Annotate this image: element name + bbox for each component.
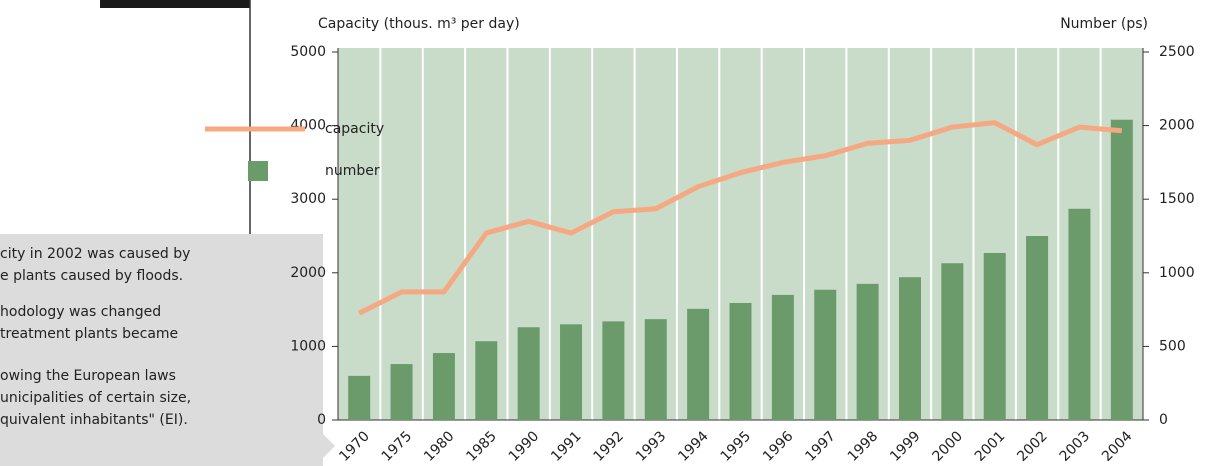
y2-tick-label: 500 <box>1159 338 1186 354</box>
x-tick-label: 1975 <box>379 428 416 465</box>
x-tick-label: 1970 <box>336 428 373 465</box>
note-box <box>0 234 323 466</box>
note-line: hodology was changed <box>0 304 161 320</box>
bar <box>475 341 498 420</box>
x-tick-label: 1990 <box>506 428 543 465</box>
y-tick-label: 3000 <box>290 191 326 207</box>
note-line: treatment plants became <box>0 326 178 342</box>
y2-axis-label: Number (ps) <box>1060 16 1148 32</box>
x-tick-label: 2004 <box>1099 428 1136 465</box>
note-pointer <box>323 434 335 458</box>
line <box>358 120 1123 316</box>
note-line: quivalent inhabitants" (EI). <box>0 412 188 428</box>
y2-tick-label: 2500 <box>1159 44 1195 60</box>
y2-tick-label: 1000 <box>1159 265 1195 281</box>
header-bar <box>100 0 250 8</box>
bar <box>432 353 455 420</box>
bar <box>348 375 371 420</box>
note-line: owing the European laws <box>0 368 176 384</box>
note-line: city in 2002 was caused by <box>0 246 190 262</box>
note-line: unicipalities of certain size, <box>0 390 191 406</box>
bar <box>814 289 837 420</box>
note-line: e plants caused by floods. <box>0 268 183 284</box>
x-tick-label: 1992 <box>591 428 628 465</box>
x-tick-label: 1999 <box>887 428 924 465</box>
x-tick-label: 1997 <box>802 428 839 465</box>
y-tick-label: 2000 <box>290 265 326 281</box>
x-tick-label: 1995 <box>718 428 755 465</box>
bar <box>898 277 921 420</box>
y2-tick-label: 0 <box>1159 412 1168 428</box>
x-tick-label: 2002 <box>1014 428 1051 465</box>
bar <box>983 252 1006 420</box>
bar <box>729 302 752 420</box>
x-tick-label: 1996 <box>760 428 797 465</box>
legend-label: number <box>325 163 380 179</box>
bar <box>1026 236 1049 420</box>
x-tick-label: 1993 <box>633 428 670 465</box>
bar <box>602 321 625 420</box>
x-tick-label: 2003 <box>1057 428 1094 465</box>
bar <box>771 294 794 420</box>
bar <box>1110 119 1133 420</box>
x-tick-label: 1980 <box>421 428 458 465</box>
y2-tick-label: 1500 <box>1159 191 1195 207</box>
x-tick-label: 1991 <box>548 428 585 465</box>
bar <box>517 327 540 420</box>
y-axis-label: Capacity (thous. m³ per day) <box>318 16 520 32</box>
bar <box>644 319 667 420</box>
x-tick-label: 2001 <box>972 428 1009 465</box>
bar <box>941 263 964 420</box>
x-tick-label: 2000 <box>929 428 966 465</box>
x-tick-label: 1994 <box>675 428 712 465</box>
x-tick-label: 1985 <box>463 428 500 465</box>
y-tick-label: 0 <box>317 412 326 428</box>
bar <box>1068 208 1091 420</box>
x-tick-label: 1998 <box>845 428 882 465</box>
bar <box>560 324 583 420</box>
notes: city in 2002 was caused by e plants cause… <box>0 246 191 428</box>
bar <box>856 283 879 420</box>
bar <box>687 308 710 420</box>
legend-swatch <box>248 161 268 181</box>
y-tick-label: 5000 <box>290 44 326 60</box>
bar <box>390 364 413 420</box>
y2-tick-label: 2000 <box>1159 118 1195 134</box>
y-tick-label: 1000 <box>290 338 326 354</box>
legend-label: capacity <box>325 121 384 137</box>
